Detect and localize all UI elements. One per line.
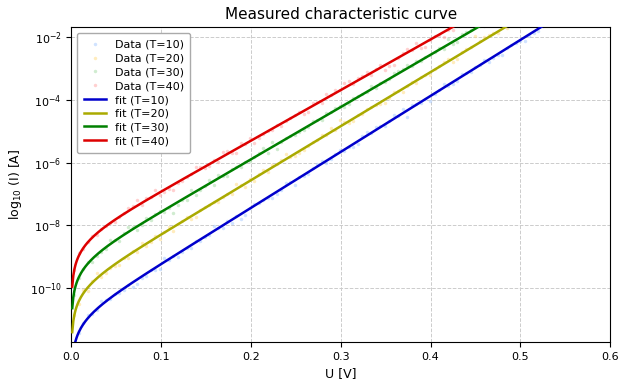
- Data (T=20): [494, 30, 501, 35]
- Title: Measured characteristic curve: Measured characteristic curve: [225, 7, 457, 22]
- Legend: Data (T=10), Data (T=20), Data (T=30), Data (T=40), fit (T=10), fit (T=20), fit : Data (T=10), Data (T=20), Data (T=30), D…: [77, 33, 190, 153]
- fit (T=30): [326, 111, 334, 116]
- fit (T=30): [513, 2, 521, 7]
- fit (T=10): [326, 156, 334, 161]
- Data (T=30): [367, 84, 375, 88]
- fit (T=40): [326, 94, 334, 99]
- fit (T=20): [68, 330, 76, 334]
- fit (T=10): [362, 134, 369, 139]
- Data (T=30): [183, 198, 190, 202]
- Data (T=10): [440, 82, 448, 86]
- Data (T=10): [367, 131, 375, 135]
- Data (T=30): [494, 11, 501, 15]
- fit (T=20): [362, 109, 369, 113]
- fit (T=10): [68, 361, 76, 365]
- Data (T=10): [494, 53, 501, 57]
- Line: Data (T=20): Data (T=20): [72, 0, 612, 317]
- fit (T=40): [68, 284, 76, 289]
- fit (T=10): [329, 154, 337, 159]
- Data (T=20): [367, 104, 375, 109]
- Data (T=20): [183, 215, 190, 219]
- fit (T=40): [391, 57, 399, 62]
- Data (T=30): [440, 47, 448, 51]
- Line: fit (T=10): fit (T=10): [72, 0, 615, 363]
- fit (T=20): [326, 130, 334, 135]
- Data (T=10): [215, 226, 222, 231]
- Data (T=40): [183, 174, 190, 179]
- Data (T=40): [440, 35, 448, 40]
- Y-axis label: log$_{10}$ (I) [A]: log$_{10}$ (I) [A]: [7, 149, 24, 220]
- fit (T=30): [362, 90, 369, 95]
- fit (T=40): [362, 74, 369, 78]
- fit (T=10): [391, 116, 399, 120]
- X-axis label: U [V]: U [V]: [325, 367, 357, 380]
- Data (T=20): [440, 59, 448, 64]
- Data (T=30): [215, 173, 222, 178]
- fit (T=10): [513, 40, 521, 45]
- Line: Data (T=30): Data (T=30): [72, 0, 612, 296]
- fit (T=40): [329, 92, 337, 97]
- Data (T=40): [215, 160, 222, 165]
- Line: fit (T=30): fit (T=30): [72, 0, 615, 308]
- Data (T=40): [367, 73, 375, 77]
- Data (T=10): [183, 245, 190, 250]
- fit (T=20): [329, 128, 337, 133]
- Line: Data (T=10): Data (T=10): [72, 0, 612, 348]
- Line: fit (T=40): fit (T=40): [72, 0, 615, 287]
- Data (T=40): [70, 267, 78, 272]
- Data (T=10): [70, 344, 78, 349]
- Line: Data (T=40): Data (T=40): [72, 0, 612, 272]
- fit (T=30): [68, 306, 76, 310]
- fit (T=20): [391, 91, 399, 96]
- fit (T=30): [329, 109, 337, 114]
- Data (T=20): [70, 312, 78, 317]
- Data (T=20): [215, 199, 222, 204]
- fit (T=20): [513, 18, 521, 22]
- Data (T=30): [70, 292, 78, 297]
- fit (T=30): [391, 73, 399, 78]
- Line: fit (T=20): fit (T=20): [72, 0, 615, 332]
- Data (T=40): [494, 1, 501, 5]
